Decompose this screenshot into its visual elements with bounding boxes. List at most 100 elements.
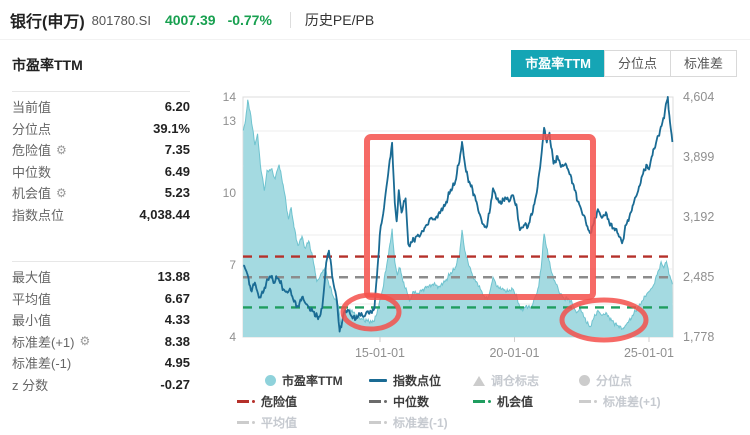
svg-text:2,485: 2,485 (683, 270, 714, 284)
triangle-marker-icon (473, 375, 485, 386)
dashdot-marker-icon (237, 421, 255, 424)
stat-secondary-row: 最小值 4.33 (12, 309, 190, 331)
legend-label: 指数点位 (393, 374, 442, 388)
svg-text:25-01-01: 25-01-01 (624, 346, 674, 360)
gear-icon[interactable]: ⚙ (56, 185, 67, 200)
stat-value: 7.35 (164, 142, 190, 158)
header-divider (289, 11, 291, 28)
legend-label: 机会值 (497, 395, 534, 409)
stats-panel-primary: 当前值 6.20 分位点 39.1% 危险值 ⚙ 7.35 中位数 6.49 机会值 ⚙ 5.23 指数… (12, 91, 190, 225)
stat-value: 13.88 (157, 269, 190, 285)
stat-primary-row: 分位点 39.1% (12, 118, 190, 140)
stat-label: 中位数 (12, 164, 52, 180)
svg-text:13: 13 (223, 114, 237, 128)
stat-label: 机会值 (12, 186, 52, 202)
dashdot-marker-icon (369, 400, 387, 403)
svg-text:4: 4 (229, 330, 236, 344)
legend-item-中位数[interactable]: 中位数 (369, 393, 473, 410)
legend-item-指数点位[interactable]: 指数点位 (369, 372, 473, 389)
legend-label: 标准差(-1) (393, 416, 448, 430)
stat-secondary-row: 最大值 13.88 (12, 266, 190, 288)
legend-label: 中位数 (393, 395, 430, 409)
stat-label: 最大值 (12, 270, 52, 286)
stat-value: 5.23 (164, 185, 190, 201)
index-change: -0.77% (227, 12, 272, 28)
line-marker-icon (369, 379, 387, 382)
stat-primary-row: 当前值 6.20 (12, 96, 190, 118)
stat-value: 4,038.44 (139, 206, 190, 222)
svg-text:7: 7 (229, 258, 236, 272)
svg-text:4,604: 4,604 (683, 90, 714, 104)
stats-panel-secondary: 最大值 13.88 平均值 6.67 最小值 4.33 标准差(+1) ⚙ 8.38 标准差(-1… (12, 261, 190, 395)
circle-marker-icon (265, 375, 276, 386)
stat-secondary-row: 标准差(+1) ⚙ 8.38 (12, 331, 190, 353)
stat-value: 6.49 (164, 163, 190, 179)
legend-label: 市盈率TTM (282, 374, 343, 388)
svg-text:14: 14 (223, 90, 237, 104)
svg-text:15-01-01: 15-01-01 (355, 346, 405, 360)
stat-value: 8.38 (164, 333, 190, 349)
svg-text:20-01-01: 20-01-01 (489, 346, 539, 360)
stat-secondary-row: 标准差(-1) 4.95 (12, 352, 190, 374)
stat-label: 标准差(-1) (12, 356, 72, 372)
legend-item-调仓标志[interactable]: 调仓标志 (473, 372, 579, 389)
circle-marker-icon (579, 375, 590, 386)
stat-secondary-row: 平均值 6.67 (12, 288, 190, 310)
svg-text:3,899: 3,899 (683, 150, 714, 164)
index-price: 4007.39 (164, 12, 216, 28)
legend-label: 平均值 (261, 416, 298, 430)
stat-label: 平均值 (12, 291, 52, 307)
gear-icon[interactable]: ⚙ (79, 334, 91, 349)
legend-label: 调仓标志 (491, 374, 540, 388)
pe-ttm-chart-canvas[interactable]: 14 13 10 7 4 4,604 3,899 3,192 2,485 1,778 15-01-0… (195, 85, 750, 375)
pe-ttm-area-series (243, 99, 673, 337)
legend-label: 分位点 (596, 374, 633, 388)
legend-item-危险值[interactable]: 危险值 (237, 393, 369, 410)
dashdot-marker-icon (473, 400, 491, 403)
stat-primary-row: 危险值 ⚙ 7.35 (12, 139, 190, 161)
annotation-ellipse (559, 297, 649, 343)
stat-value: -0.27 (160, 376, 190, 392)
stat-label: 危险值 (12, 143, 52, 159)
stat-label: 当前值 (12, 100, 52, 116)
stat-primary-row: 中位数 6.49 (12, 161, 190, 183)
legend-item-分位点[interactable]: 分位点 (579, 372, 695, 389)
page-title: 市盈率TTM (12, 57, 83, 73)
stat-primary-row: 指数点位 4,038.44 (12, 204, 190, 226)
legend-item-平均值[interactable]: 平均值 (237, 414, 369, 431)
svg-text:10: 10 (223, 186, 237, 200)
tab-pe-ttm[interactable]: 市盈率TTM (511, 50, 605, 77)
tab-percentile[interactable]: 分位点 (603, 50, 671, 77)
index-line-series (242, 96, 674, 333)
legend-item-机会值[interactable]: 机会值 (473, 393, 579, 410)
legend-label: 标准差(+1) (603, 395, 661, 409)
stat-primary-row: 机会值 ⚙ 5.23 (12, 182, 190, 204)
stat-label: z 分数 (12, 377, 49, 393)
stat-value: 4.33 (164, 312, 190, 328)
stat-value: 4.95 (164, 355, 190, 371)
stat-label: 标准差(+1) (12, 334, 75, 350)
divider (12, 261, 190, 262)
history-pe-pb-link[interactable]: 历史PE/PB (304, 11, 375, 28)
dashdot-marker-icon (369, 421, 387, 424)
legend-label: 危险值 (261, 395, 298, 409)
index-name: 银行(申万) (10, 13, 85, 31)
annotation-rect (364, 134, 596, 300)
stat-label: 最小值 (12, 313, 52, 329)
stat-secondary-row: z 分数 -0.27 (12, 374, 190, 396)
svg-text:3,192: 3,192 (683, 210, 714, 224)
dashdot-marker-icon (237, 400, 255, 403)
legend-item-标准差(-1)[interactable]: 标准差(-1) (369, 414, 473, 431)
gear-icon[interactable]: ⚙ (56, 142, 67, 157)
tab-stddev[interactable]: 标准差 (669, 50, 737, 77)
legend-item-标准差(+1)[interactable]: 标准差(+1) (579, 393, 695, 410)
header-bar: 银行(申万) 801780.SI 4007.39 -0.77% 历史PE/PB (0, 0, 750, 40)
legend-item-市盈率TTM[interactable]: 市盈率TTM (237, 372, 369, 389)
divider (12, 91, 190, 92)
index-code: 801780.SI (91, 13, 151, 28)
stat-label: 指数点位 (12, 207, 65, 223)
stat-value: 6.67 (164, 290, 190, 306)
stat-value: 39.1% (153, 120, 190, 136)
metric-tab-group: 市盈率TTM 分位点 标准差 (511, 50, 737, 77)
chart-legend: 市盈率TTM 指数点位 调仓标志 分位点危险值 中位数 机会值 标准差(+1) 平均值 标准差(… (237, 370, 695, 433)
